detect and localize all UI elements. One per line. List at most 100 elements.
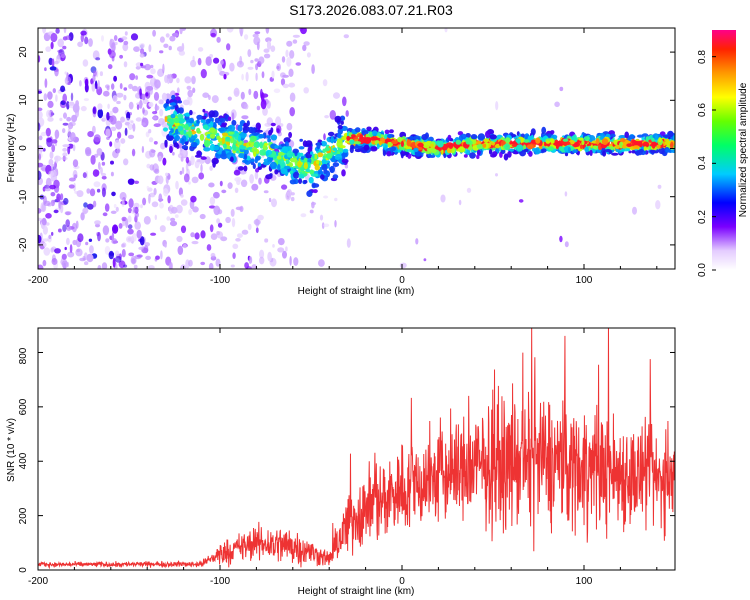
spectrogram-cell: [50, 41, 54, 50]
spectrogram-cell: [232, 144, 237, 151]
spectrogram-cell: [280, 167, 288, 175]
spectrogram-cell: [595, 138, 600, 145]
spectrogram-cell: [145, 86, 151, 94]
spectrogram-cell: [406, 148, 413, 153]
spectrogram-cell: [80, 212, 85, 221]
spectrogram-cell: [164, 142, 168, 148]
spectrogram-cell: [264, 238, 269, 243]
spectrogram-cell: [346, 135, 351, 141]
spectrogram-cell: [209, 165, 213, 171]
spectrogram-cell: [261, 71, 265, 79]
spectrogram-cell: [175, 128, 179, 135]
spectrogram-cell: [38, 264, 44, 269]
spectrogram-cell: [153, 187, 157, 196]
spectrogram-cell: [303, 41, 310, 46]
spectrogram-cell: [321, 158, 327, 166]
spectrogram-cell: [239, 148, 245, 153]
spectrogram-cell: [194, 232, 200, 240]
spectrogram-cell: [658, 137, 662, 143]
spectrogram-cell: [286, 122, 293, 131]
spectrogram-cell: [257, 166, 263, 170]
spectrogram-cell: [88, 38, 93, 47]
spectrogram-cell: [608, 150, 613, 154]
spectrogram-cell: [477, 133, 486, 141]
spectrogram-cell: [522, 139, 530, 143]
spectrogram-marks: [38, 28, 675, 269]
spectrogram-cell: [112, 257, 116, 268]
spectrogram-cell: [463, 154, 468, 158]
spectrogram-cell: [370, 146, 378, 152]
spectrogram-cell: [559, 86, 564, 92]
spectrogram-cell: [148, 44, 152, 53]
spectrogram-cell: [180, 194, 184, 198]
spectrogram-cell: [366, 126, 372, 132]
spectrogram-cell: [92, 125, 96, 134]
spectrogram-cell: [241, 73, 244, 81]
spectrogram-cell: [236, 233, 243, 239]
spectrogram-cell: [85, 147, 92, 155]
spectrogram-cell: [127, 228, 134, 235]
spectrogram-cell: [428, 136, 434, 143]
spectrogram-cell: [65, 211, 71, 216]
spectrogram-cell: [277, 247, 285, 253]
spectrogram-cell: [75, 220, 79, 229]
spectrogram-cell: [209, 143, 216, 152]
spectrogram-cell: [298, 146, 305, 150]
spectrogram-cell: [101, 262, 108, 269]
spectrogram-cell: [180, 225, 187, 234]
spectrogram-cell: [226, 28, 234, 33]
spectrogram-cell: [255, 155, 261, 161]
spectrogram-cell: [63, 262, 67, 269]
spectrogram-cell: [94, 82, 98, 89]
spectrogram-cell: [288, 82, 296, 88]
spectrogram-cell: [213, 57, 220, 64]
spectrogram-cell: [124, 127, 128, 136]
spectrogram-cell: [152, 29, 157, 37]
spectrogram-cell: [220, 60, 224, 65]
spectrogram-cell: [191, 240, 199, 245]
spectrogram-cell: [177, 153, 184, 159]
spectrogram-cell: [65, 35, 71, 40]
spectrogram-cell: [228, 124, 236, 132]
spectrogram-cell: [337, 133, 342, 138]
spectrogram-cell: [166, 216, 171, 221]
spectrogram-cell: [63, 112, 67, 119]
spectrogram-cell: [62, 122, 69, 126]
spectrogram-cell: [316, 142, 321, 150]
spectrogram-cell: [55, 55, 61, 64]
spectrogram-cell: [51, 144, 56, 153]
spectrogram-cell: [253, 141, 258, 149]
spectrogram-cell: [113, 204, 117, 208]
spectrogram-cell: [522, 144, 527, 151]
spectrogram-cell: [151, 201, 159, 208]
spectrogram-cell: [190, 155, 195, 166]
spectrogram-cell: [63, 197, 69, 205]
spectrogram-cell: [96, 188, 101, 193]
spectrogram-cell: [42, 28, 47, 34]
spectrogram-cell: [363, 144, 370, 151]
spectrogram-cell: [482, 143, 487, 148]
spectrogram-cell: [315, 159, 320, 165]
spectrogram-cell: [172, 151, 175, 156]
spectrogram-cell: [169, 102, 177, 106]
spectrogram-cell: [409, 135, 414, 141]
spectrogram-cell: [40, 131, 47, 137]
spectrogram-cell: [329, 110, 336, 120]
spectrogram-cell: [211, 95, 219, 104]
spectrogram-cell: [189, 109, 193, 116]
spectrogram-cell: [619, 138, 626, 143]
spectrogram-cell: [164, 243, 167, 248]
spectrogram-cell: [273, 88, 281, 94]
spectrogram-cell: [618, 135, 626, 139]
spectrogram-cell: [276, 128, 280, 133]
spectrogram-cell: [153, 123, 161, 128]
spectrogram-cell: [579, 144, 584, 149]
spectrogram-cell: [103, 90, 110, 97]
spectrogram-cell: [72, 103, 80, 113]
snr-marks: [38, 328, 675, 570]
spectrogram-cell: [244, 103, 249, 110]
spectrogram-cell: [215, 258, 221, 267]
spectrogram-cell: [119, 83, 123, 90]
spectrogram-cell: [270, 45, 276, 52]
spectrogram-cell: [323, 195, 329, 199]
